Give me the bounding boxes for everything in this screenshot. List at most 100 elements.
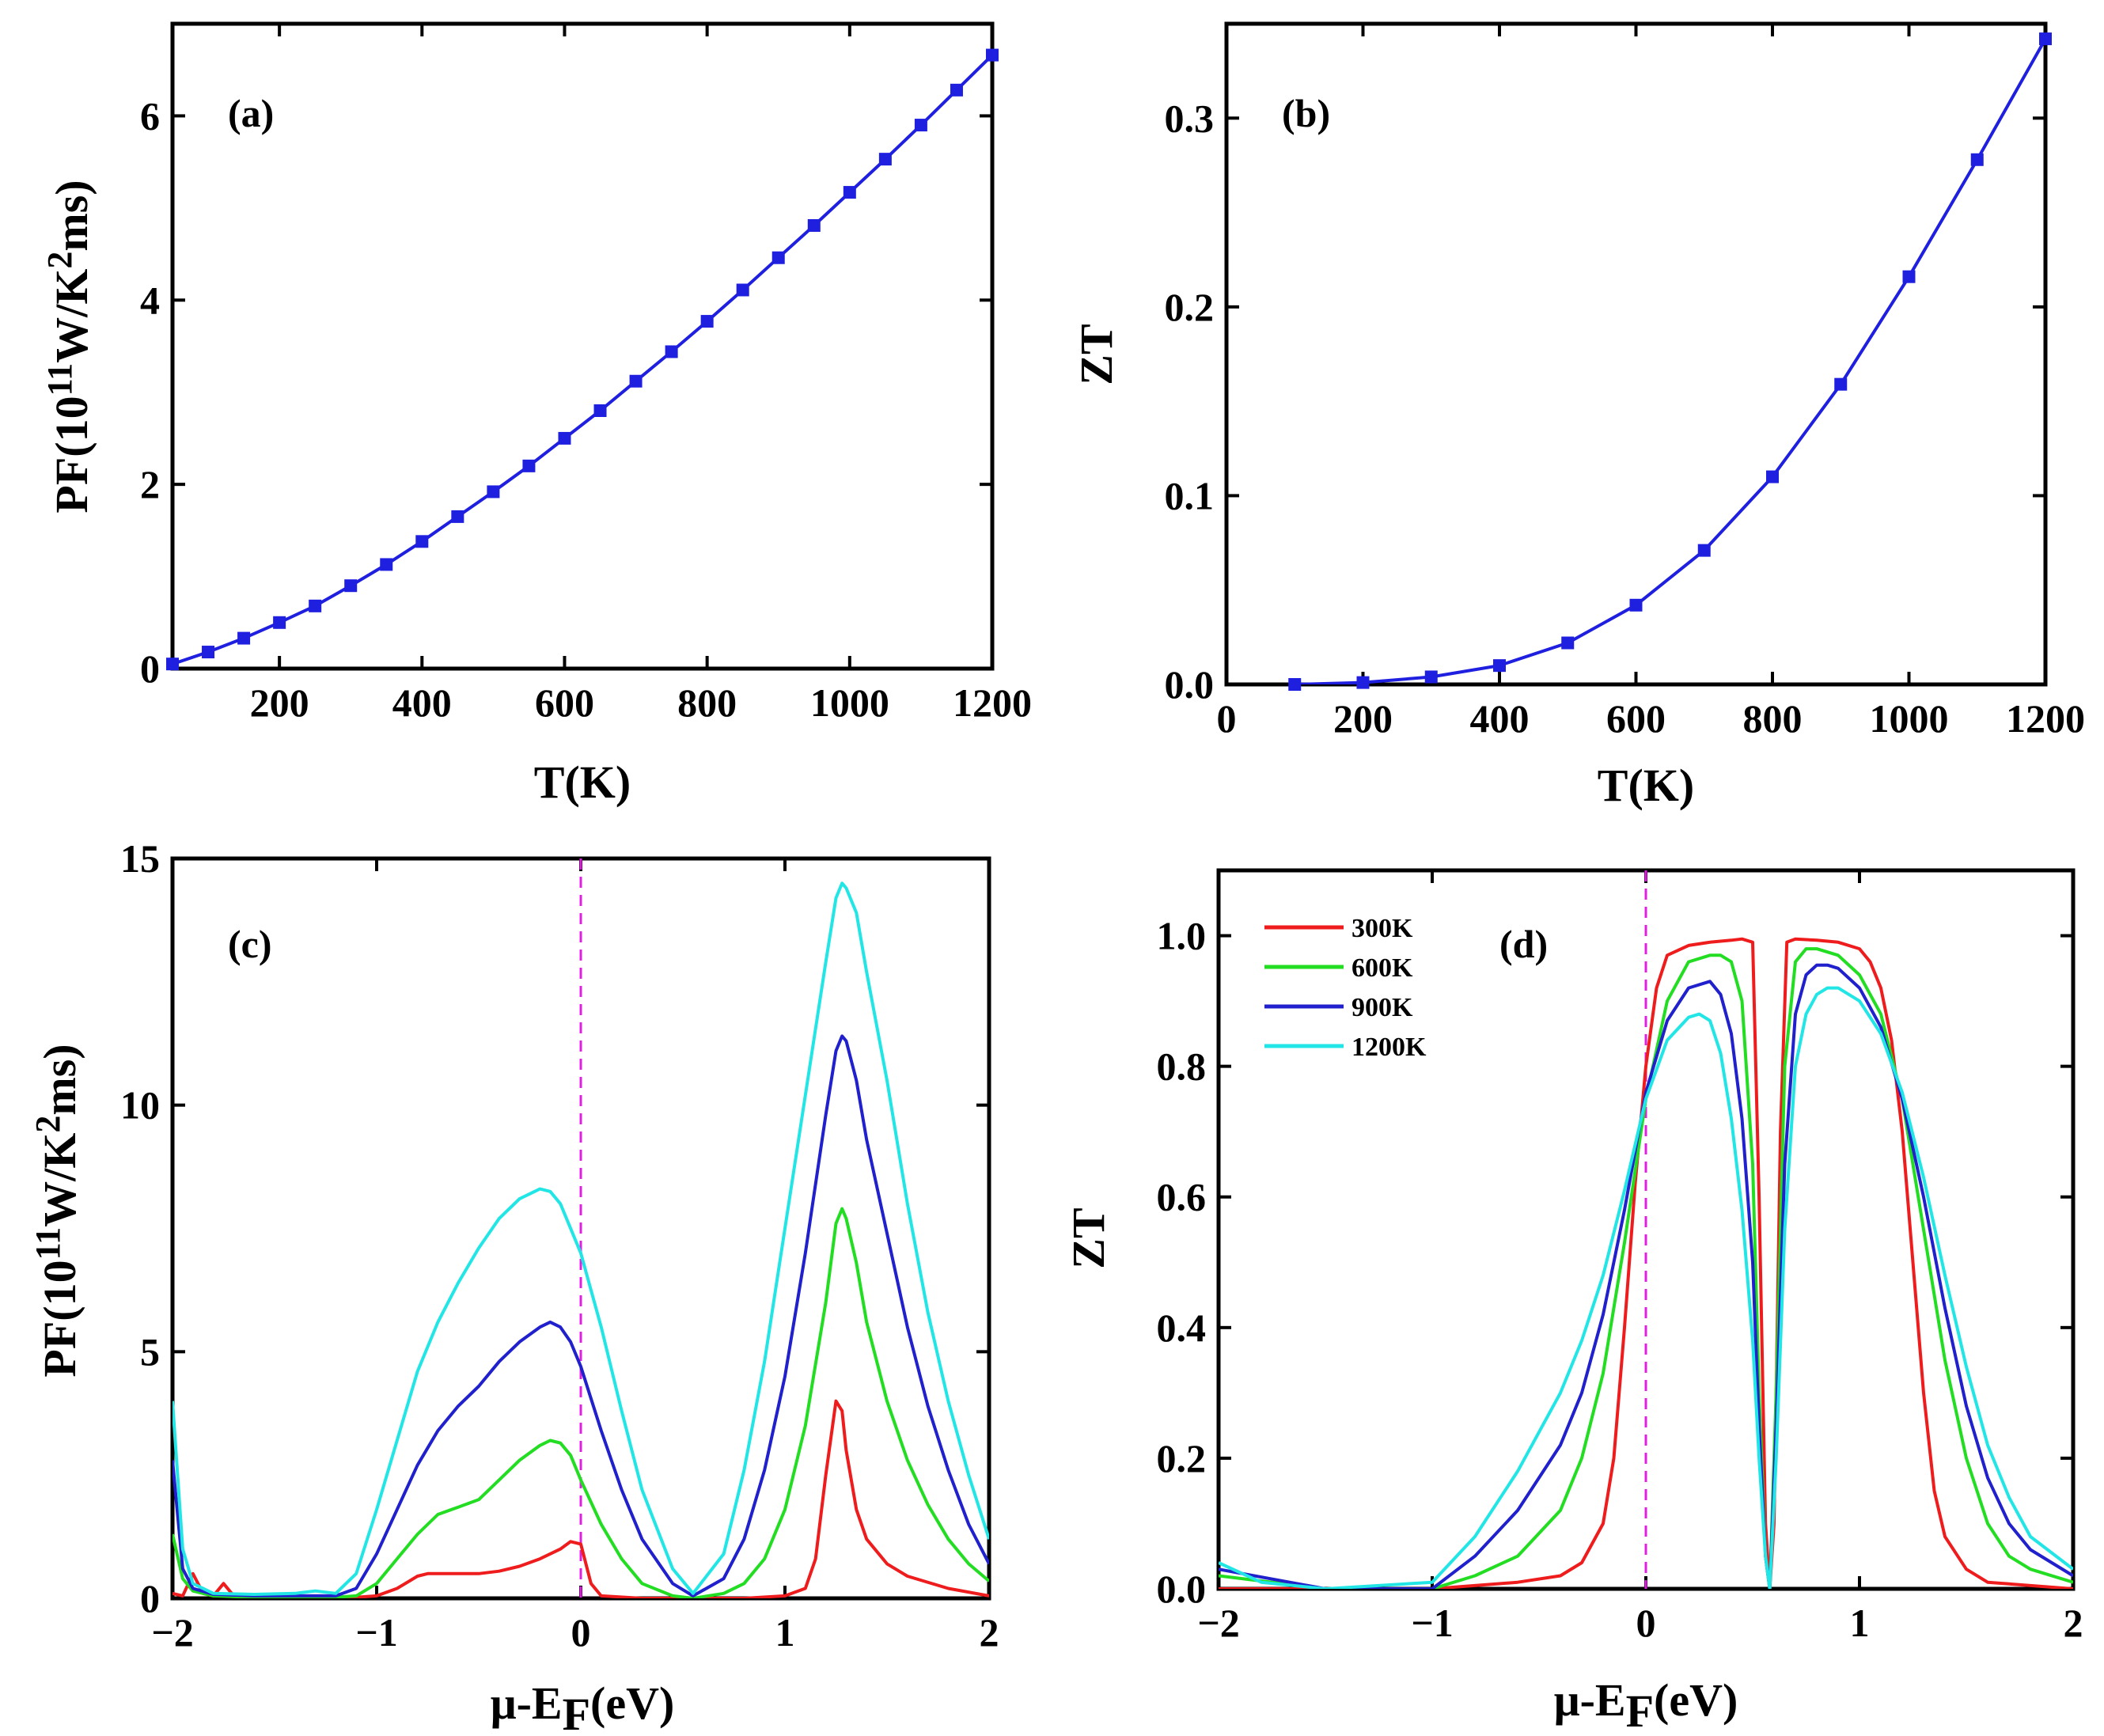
data-point xyxy=(380,558,393,571)
data-point xyxy=(665,345,678,358)
panel-c-ticks: −2 −1 0 1 2 0 5 10 15 xyxy=(120,836,999,1655)
panel-b-ylabel: ZT xyxy=(1071,324,1122,385)
panel-b-plot xyxy=(1288,32,2052,691)
x-tick-label: 1000 xyxy=(810,680,889,725)
panel-c-xlabel-subscript: F xyxy=(563,1689,590,1736)
panel-d-plot xyxy=(1219,870,2073,1589)
y-tick-label: 0.8 xyxy=(1157,1044,1207,1089)
data-point xyxy=(1834,377,1848,391)
y-tick-label: 0.2 xyxy=(1165,285,1215,329)
series-line-900k xyxy=(172,1034,989,1598)
data-point xyxy=(736,283,749,297)
data-point xyxy=(344,579,358,593)
x-tick-label: 1000 xyxy=(1870,696,1949,741)
data-point xyxy=(522,459,536,472)
x-tick-label: 2 xyxy=(980,1610,999,1655)
x-tick-label: 800 xyxy=(1743,696,1803,741)
x-tick-label: 1 xyxy=(775,1610,795,1655)
legend-label-1200k: 1200K xyxy=(1351,1033,1427,1062)
panel-a-label: (a) xyxy=(228,91,274,135)
y-tick-label: 0.2 xyxy=(1157,1436,1207,1480)
x-tick-label: 1200 xyxy=(953,680,1032,725)
x-tick-label: 0 xyxy=(571,1610,591,1655)
x-tick-label: −2 xyxy=(1197,1601,1240,1645)
data-point xyxy=(415,535,429,548)
panel-d-xlabel-part: μ-E xyxy=(1554,1674,1626,1726)
data-point xyxy=(451,510,464,523)
y-tick-label: 1.0 xyxy=(1157,914,1207,958)
legend-label-300k: 300K xyxy=(1351,914,1413,943)
y-tick-label: 0 xyxy=(140,646,160,691)
data-point xyxy=(1288,678,1302,691)
x-tick-label: 200 xyxy=(1333,696,1393,741)
data-point xyxy=(950,83,963,97)
y-tick-label: 5 xyxy=(140,1329,160,1374)
panel-a-ylabel-part: W/K xyxy=(46,269,97,363)
y-tick-label: 6 xyxy=(140,93,160,138)
panel-c-ylabel-exponent: 2 xyxy=(28,1116,67,1133)
legend-label-900k: 900K xyxy=(1351,993,1413,1022)
data-point xyxy=(593,404,607,417)
x-tick-label: 0 xyxy=(1636,1601,1656,1645)
panel-a-ticks: 200 400 600 800 1000 1200 0 2 4 6 xyxy=(140,24,1032,725)
data-point xyxy=(986,48,999,62)
data-point xyxy=(202,646,215,659)
panel-d-ylabel: ZT xyxy=(1063,1207,1114,1268)
data-point xyxy=(914,119,927,132)
panel-c-ylabel-exponent: 11 xyxy=(28,1227,67,1260)
x-tick-label: 400 xyxy=(392,680,452,725)
series-line-1200k xyxy=(1219,986,2073,1589)
data-point xyxy=(558,431,571,445)
panel-c-xlabel-part: μ-E xyxy=(491,1677,563,1729)
x-tick-label: 600 xyxy=(1606,696,1666,741)
y-tick-label: 0 xyxy=(140,1576,160,1620)
data-point xyxy=(166,658,179,671)
panel-d: (d) −2 −1 0 1 2 0.0 0.2 0.4 0.6 0.8 1.0 300K 600K 90… xyxy=(1063,868,2083,1736)
y-tick-label: 0.1 xyxy=(1165,473,1215,517)
data-point xyxy=(1902,270,1916,283)
data-point xyxy=(878,153,892,166)
data-point xyxy=(237,631,251,645)
panel-b: (b) 0 200 400 600 800 1000 1200 0.0 0.1 0.2 0.3 T(… xyxy=(1071,21,2085,811)
panel-a-ylabel-exponent: 2 xyxy=(40,252,79,269)
data-point xyxy=(1561,636,1575,650)
legend-label-600k: 600K xyxy=(1351,953,1413,983)
panel-c-plot xyxy=(172,859,989,1598)
y-tick-label: 0.0 xyxy=(1165,662,1215,707)
panel-d-legend: 300K 600K 900K 1200K xyxy=(1264,914,1427,1062)
y-tick-label: 15 xyxy=(120,836,160,881)
panel-c-xlabel: μ-EF(eV) xyxy=(491,1677,675,1736)
y-tick-label: 10 xyxy=(120,1083,160,1128)
y-tick-label: 0.3 xyxy=(1165,96,1215,140)
x-tick-label: 1200 xyxy=(2006,696,2085,741)
data-point xyxy=(273,616,286,629)
panel-c-ylabel-part: ms) xyxy=(34,1044,85,1115)
x-tick-label: −2 xyxy=(151,1610,194,1655)
x-tick-label: 2 xyxy=(2064,1601,2083,1645)
data-point xyxy=(1697,544,1711,557)
panel-a-frame xyxy=(170,21,995,671)
y-tick-label: 0.0 xyxy=(1157,1567,1207,1611)
panel-a-ylabel-part: PF(10 xyxy=(46,396,97,513)
data-point xyxy=(843,186,856,199)
panel-b-ticks: 0 200 400 600 800 1000 1200 0.0 0.1 0.2 0.3 xyxy=(1165,24,2085,741)
panel-c-ylabel: PF(1011W/K2ms) xyxy=(28,1044,85,1377)
series-line-600k xyxy=(172,1207,989,1598)
data-point xyxy=(771,251,785,264)
x-tick-label: 1 xyxy=(1850,1601,1870,1645)
panel-d-xlabel-part: (eV) xyxy=(1654,1674,1738,1726)
y-tick-label: 4 xyxy=(140,278,160,322)
data-point xyxy=(2039,32,2052,46)
data-point xyxy=(1356,676,1370,689)
data-point xyxy=(1424,670,1438,684)
data-point xyxy=(807,218,821,232)
series-line-zt xyxy=(1295,38,2045,684)
panel-c-ylabel-part: W/K xyxy=(34,1133,85,1227)
panel-a-ylabel: PF(1011W/K2ms) xyxy=(40,180,97,513)
y-tick-label: 2 xyxy=(140,462,160,506)
panel-d-ticks: −2 −1 0 1 2 0.0 0.2 0.4 0.6 0.8 1.0 xyxy=(1157,870,2083,1645)
data-point xyxy=(700,315,714,328)
panel-c-ylabel-part: PF(10 xyxy=(34,1260,85,1377)
